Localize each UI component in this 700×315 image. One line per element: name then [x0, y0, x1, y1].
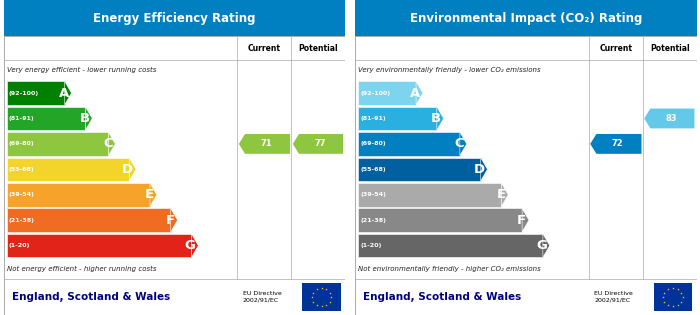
Text: B: B	[430, 112, 441, 125]
Text: (39-54): (39-54)	[8, 192, 34, 197]
Bar	[7, 158, 130, 181]
Polygon shape	[192, 234, 198, 257]
Text: Not energy efficient - higher running costs: Not energy efficient - higher running co…	[7, 266, 156, 272]
Bar	[7, 234, 192, 257]
Bar	[358, 132, 460, 156]
Bar	[358, 81, 416, 105]
Text: England, Scotland & Wales: England, Scotland & Wales	[12, 292, 170, 302]
Bar	[7, 81, 64, 105]
Polygon shape	[64, 81, 71, 105]
Text: (69-80): (69-80)	[8, 141, 34, 146]
Text: E: E	[496, 188, 505, 201]
Text: (81-91): (81-91)	[360, 116, 386, 121]
Bar	[358, 234, 543, 257]
Polygon shape	[543, 234, 550, 257]
Text: G: G	[185, 239, 195, 252]
Text: G: G	[536, 239, 547, 252]
Polygon shape	[85, 107, 92, 130]
Text: D: D	[474, 163, 484, 176]
Text: A: A	[410, 87, 420, 100]
Bar	[7, 183, 150, 207]
Text: Potential: Potential	[298, 43, 338, 53]
Polygon shape	[130, 158, 136, 181]
Text: B: B	[79, 112, 90, 125]
Text: (1-20): (1-20)	[8, 243, 30, 248]
Text: Potential: Potential	[650, 43, 690, 53]
Bar	[4, 0, 345, 36]
Bar	[358, 107, 437, 130]
Text: (55-68): (55-68)	[8, 167, 34, 172]
Text: C: C	[454, 137, 464, 150]
Text: (55-68): (55-68)	[360, 167, 386, 172]
Text: (21-38): (21-38)	[360, 218, 386, 223]
Polygon shape	[501, 183, 508, 207]
Text: (92-100): (92-100)	[8, 90, 38, 95]
Polygon shape	[293, 134, 343, 154]
Polygon shape	[108, 132, 116, 156]
Text: (1-20): (1-20)	[360, 243, 382, 248]
Bar	[654, 283, 692, 311]
Bar	[7, 107, 85, 130]
Text: C: C	[103, 137, 113, 150]
Polygon shape	[150, 183, 157, 207]
Polygon shape	[644, 109, 694, 129]
Bar	[355, 36, 696, 315]
Text: Current: Current	[248, 43, 281, 53]
Text: EU Directive
2002/91/EC: EU Directive 2002/91/EC	[594, 291, 633, 303]
Text: (92-100): (92-100)	[360, 90, 390, 95]
Text: Very energy efficient - lower running costs: Very energy efficient - lower running co…	[7, 67, 156, 73]
Text: Very environmentally friendly - lower CO₂ emissions: Very environmentally friendly - lower CO…	[358, 67, 541, 73]
Text: 83: 83	[666, 114, 677, 123]
Text: 77: 77	[314, 139, 326, 148]
Bar	[7, 132, 108, 156]
Polygon shape	[171, 209, 178, 232]
Text: 72: 72	[612, 139, 624, 148]
Text: E: E	[145, 188, 154, 201]
Bar	[358, 183, 501, 207]
Text: Environmental Impact (CO₂) Rating: Environmental Impact (CO₂) Rating	[410, 12, 642, 25]
Text: England, Scotland & Wales: England, Scotland & Wales	[363, 292, 522, 302]
Polygon shape	[590, 134, 641, 154]
Polygon shape	[416, 81, 423, 105]
Bar	[7, 209, 171, 232]
Text: Energy Efficiency Rating: Energy Efficiency Rating	[93, 12, 256, 25]
Text: F: F	[166, 214, 175, 227]
Text: F: F	[517, 214, 526, 227]
Polygon shape	[239, 134, 290, 154]
Polygon shape	[481, 158, 487, 181]
Polygon shape	[460, 132, 467, 156]
Polygon shape	[437, 107, 444, 130]
Text: (81-91): (81-91)	[8, 116, 34, 121]
Text: (39-54): (39-54)	[360, 192, 386, 197]
Text: A: A	[59, 87, 69, 100]
Bar	[4, 36, 345, 315]
Bar	[358, 209, 522, 232]
Bar	[358, 158, 481, 181]
Text: Current: Current	[599, 43, 632, 53]
Bar	[355, 0, 696, 36]
Polygon shape	[522, 209, 529, 232]
Text: (69-80): (69-80)	[360, 141, 386, 146]
Text: EU Directive
2002/91/EC: EU Directive 2002/91/EC	[243, 291, 281, 303]
Text: D: D	[122, 163, 133, 176]
Text: 71: 71	[260, 139, 272, 148]
Text: (21-38): (21-38)	[8, 218, 34, 223]
Text: Not environmentally friendly - higher CO₂ emissions: Not environmentally friendly - higher CO…	[358, 266, 541, 272]
Bar	[302, 283, 341, 311]
